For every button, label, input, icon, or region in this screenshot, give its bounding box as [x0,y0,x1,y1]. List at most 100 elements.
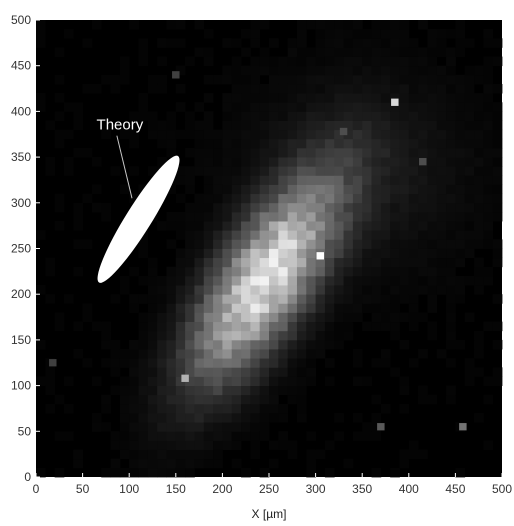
heatmap-cell [194,358,205,368]
heatmap-cell [371,120,382,131]
heatmap-cell [380,239,391,249]
heatmap-cell [287,239,298,249]
heatmap-cell [213,376,223,386]
heatmap-cell [474,74,484,85]
heatmap-cell [464,248,475,259]
heatmap-cell [185,166,195,176]
heatmap-cell [222,358,233,368]
heatmap-cell [157,394,167,405]
heatmap-cell [45,403,56,414]
heatmap-cell [390,303,400,313]
heatmap-cell [250,275,261,286]
heatmap-cell [203,157,214,167]
heatmap-cell [483,266,494,277]
hot-pixel [339,127,348,136]
heatmap-cell [352,211,363,222]
heatmap-cell [306,367,316,377]
heatmap-cell [362,376,372,386]
heatmap-cell [241,221,251,231]
heatmap-cell [241,120,251,131]
heatmap-cells [36,20,503,478]
y-tick-label: 100 [11,379,31,393]
heatmap-cell [334,330,344,341]
heatmap-cell [362,29,372,39]
heatmap-cell [306,138,316,149]
heatmap-cell [427,211,438,222]
heatmap-cell [241,83,251,94]
heatmap-cell [147,330,158,341]
heatmap-cell [269,266,279,277]
heatmap-cell [222,193,233,204]
heatmap-cell [408,184,419,195]
heatmap-cell [129,358,139,368]
heatmap-cell [371,56,382,67]
heatmap-cell [324,29,335,39]
heatmap-cell [399,20,410,30]
heatmap-cell [446,285,456,295]
heatmap-cell [278,65,289,76]
heatmap-cell [129,266,139,277]
heatmap-cell [259,157,270,167]
heatmap-cell [278,321,289,332]
heatmap-cell [194,339,205,350]
heatmap-cell [213,248,223,259]
heatmap-cell [203,138,214,149]
heatmap-cell [287,102,298,112]
heatmap-cell [390,129,400,140]
heatmap-cell [446,221,456,231]
heatmap-cell [418,47,428,57]
heatmap-cell [203,385,214,396]
heatmap-cell [231,312,242,323]
x-tick-label: 0 [33,482,40,496]
heatmap-cell [250,303,261,313]
heatmap-cell [222,221,233,231]
heatmap-cell [119,184,130,195]
heatmap-cell [464,129,475,140]
heatmap-cell [241,312,251,323]
heatmap-cell [166,385,177,396]
heatmap-cell [446,56,456,67]
heatmap-cell [352,111,363,121]
heatmap-cell [436,120,447,131]
heatmap-cell [222,120,233,131]
heatmap-cell [54,321,65,332]
heatmap-cell [287,184,298,195]
heatmap-cell [306,303,316,313]
heatmap-cell [203,440,214,450]
heatmap-cell [250,422,261,432]
heatmap-cell [446,47,456,57]
heatmap-cell [138,349,149,359]
heatmap-cell [399,376,410,386]
heatmap-cell [166,449,177,460]
heatmap-cell [91,202,102,213]
heatmap-cell [399,230,410,240]
heatmap-cell [455,294,466,304]
heatmap-cell [129,385,139,396]
heatmap-cell [455,38,466,48]
heatmap-cell [287,285,298,295]
heatmap-cell [82,312,93,323]
heatmap-cell [474,120,484,131]
heatmap-cell [492,193,503,204]
heatmap-cell [222,102,233,112]
heatmap-cell [250,157,261,167]
heatmap-cell [36,29,46,39]
heatmap-cell [175,413,186,423]
heatmap-cell [399,193,410,204]
heatmap-cell [203,321,214,332]
heatmap-cell [436,29,447,39]
heatmap-cell [352,56,363,67]
heatmap-cell [418,193,428,204]
heatmap-cell [306,349,316,359]
heatmap-cell [259,120,270,131]
heatmap-cell [334,339,344,350]
heatmap-cell [269,339,279,350]
heatmap-cell [147,349,158,359]
heatmap-cell [175,321,186,332]
heatmap-cell [418,239,428,249]
heatmap-cell [483,211,494,222]
heatmap-cell [343,275,354,286]
heatmap-cell [231,102,242,112]
heatmap-cell [250,394,261,405]
heatmap-cell [483,376,494,386]
